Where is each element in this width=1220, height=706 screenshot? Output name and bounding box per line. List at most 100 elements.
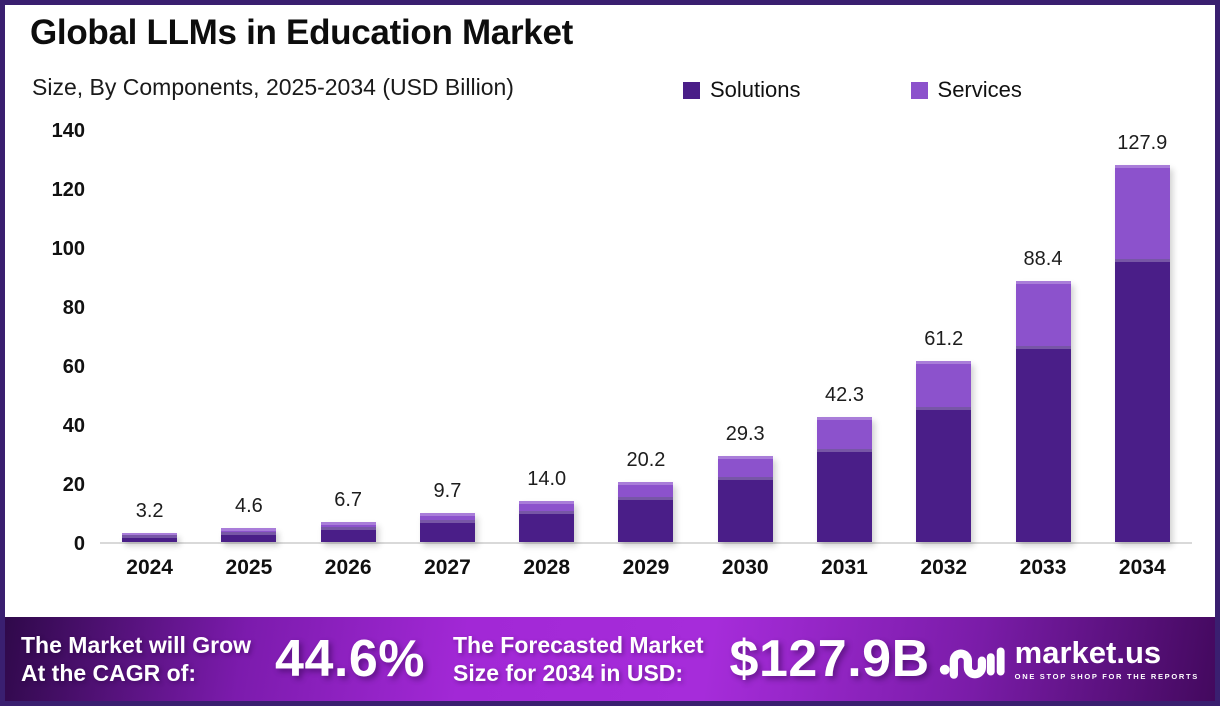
bar-value-label: 88.4	[1023, 248, 1063, 271]
x-axis-tick: 2034	[1118, 556, 1166, 579]
bar-value-label: 42.3	[825, 384, 864, 407]
bar-segment-services	[122, 532, 178, 535]
y-axis-tick: 100	[51, 238, 85, 260]
brand-tagline: ONE STOP SHOP FOR THE REPORTS	[1014, 671, 1199, 681]
bar-value-label: 6.7	[334, 489, 363, 512]
forecast-label-line2: Size for 2034 in USD:	[453, 660, 684, 686]
bar-stack-2029	[618, 482, 674, 542]
bar-segment-solutions	[1114, 259, 1170, 542]
bar-column-2028: 14.0	[497, 131, 596, 542]
x-axis-tick: 2032	[920, 556, 968, 579]
bar-segment-services	[618, 482, 674, 498]
legend-item-solutions: Solutions	[683, 77, 801, 103]
bar-segment-solutions	[320, 527, 376, 542]
bar-stack-2027	[419, 513, 475, 542]
bar-segment-services	[1114, 164, 1170, 260]
bar-segment-solutions	[618, 497, 674, 542]
x-axis-tick: 2026	[324, 556, 372, 579]
market-us-logo: market.us ONE STOP SHOP FOR THE REPORTS	[939, 632, 1199, 686]
x-axis-tick: 2030	[721, 556, 769, 579]
bar-value-label: 61.2	[924, 328, 964, 351]
plot-area: 3.2 4.6 6.7 9.7 14.0 20.2 29.3 42.3 61.2 88.4 127.…	[100, 131, 1192, 544]
bar-segment-solutions	[122, 534, 178, 542]
bar-column-2031: 42.3	[795, 131, 894, 542]
bar-stack-2031	[816, 417, 872, 542]
legend-label-services: Services	[937, 77, 1022, 102]
forecast-value: $127.9B	[729, 630, 930, 688]
bar-stack-2033	[1015, 281, 1071, 542]
y-axis-tick: 80	[62, 297, 85, 319]
bar-segment-services	[419, 513, 475, 521]
cagr-label-line1: The Market will Grow	[21, 631, 252, 658]
cagr-label: The Market will Grow At the CAGR of:	[21, 631, 251, 687]
bar-column-2026: 6.7	[299, 131, 398, 542]
y-axis: 0 20 40 60 80 100 120 140	[5, 120, 91, 555]
bar-segment-solutions	[419, 520, 475, 542]
bar-segment-services	[519, 500, 575, 512]
x-axis-tick: 2029	[622, 556, 670, 579]
bar-column-2033: 88.4	[993, 131, 1092, 542]
bar-segment-solutions	[816, 448, 872, 542]
x-axis-tick: 2031	[821, 556, 868, 579]
bar-segment-services	[1015, 281, 1071, 347]
bar-segment-services	[221, 528, 277, 532]
page-title: Global LLMs in Education Market	[30, 13, 573, 52]
cagr-value: 44.6%	[275, 630, 425, 688]
legend-item-services: Services	[910, 77, 1022, 103]
bar-segment-services	[816, 417, 872, 449]
legend-swatch-solutions-icon	[683, 81, 700, 99]
y-axis-tick: 40	[62, 415, 85, 437]
bar-column-2025: 4.6	[199, 131, 298, 542]
bar-value-label: 20.2	[626, 449, 666, 472]
bar-stack-2028	[519, 500, 575, 542]
bar-stack-2026	[320, 522, 376, 542]
bar-value-label: 14.0	[527, 467, 567, 490]
x-axis-tick: 2027	[424, 556, 471, 579]
bar-value-label: 9.7	[433, 480, 462, 503]
bar-value-label: 127.9	[1117, 131, 1168, 154]
bar-segment-solutions	[221, 531, 277, 542]
bar-segment-services	[916, 361, 972, 407]
y-axis-tick: 120	[51, 179, 85, 201]
bar-segment-services	[717, 455, 773, 478]
cagr-label-line2: At the CAGR of:	[21, 660, 197, 686]
x-axis-tick: 2028	[523, 556, 571, 579]
bar-column-2029: 20.2	[596, 131, 695, 542]
y-axis-tick: 0	[73, 533, 85, 555]
bar-stack-2032	[916, 361, 972, 542]
bar-column-2032: 61.2	[894, 131, 993, 542]
bar-stack-2030	[717, 455, 773, 542]
legend-swatch-services-icon	[910, 81, 928, 99]
x-axis: 2024 2025 2026 2027 2028 2029 2030 2031 2032 2033…	[100, 556, 1192, 592]
bar-column-2034: 127.9	[1093, 131, 1192, 542]
forecast-label: The Forecasted Market Size for 2034 in U…	[453, 631, 704, 687]
bar-segment-services	[320, 522, 376, 528]
market-us-logo-mark-icon	[939, 647, 1005, 679]
x-axis-tick: 2024	[126, 556, 173, 579]
bar-segment-solutions	[519, 511, 575, 542]
y-axis-tick: 20	[62, 474, 85, 496]
forecast-label-line1: The Forecasted Market	[453, 631, 704, 658]
bar-column-2027: 9.7	[398, 131, 497, 542]
footer-banner: The Market will Grow At the CAGR of: 44.…	[5, 617, 1215, 701]
brand-name: market.us	[1014, 635, 1162, 671]
bar-segment-solutions	[916, 406, 972, 542]
brand-text: market.us ONE STOP SHOP FOR THE REPORTS	[1015, 637, 1199, 681]
bar-stack-2034	[1114, 164, 1170, 542]
bar-value-label: 29.3	[725, 422, 765, 445]
bar-stack-2025	[221, 528, 277, 542]
chart-subtitle: Size, By Components, 2025-2034 (USD Bill…	[32, 74, 514, 100]
legend-label-solutions: Solutions	[710, 77, 801, 102]
x-axis-tick: 2025	[225, 556, 273, 579]
bar-segment-solutions	[1015, 346, 1071, 542]
y-axis-tick: 60	[62, 356, 85, 378]
chart-legend: Solutions Services	[683, 77, 1022, 103]
x-axis-tick: 2033	[1019, 556, 1067, 579]
bar-value-label: 4.6	[234, 495, 263, 518]
bar-column-2030: 29.3	[696, 131, 795, 542]
y-axis-tick: 140	[51, 120, 85, 142]
bar-stack-2024	[122, 532, 178, 542]
bar-column-2024: 3.2	[100, 131, 199, 542]
bar-segment-solutions	[717, 477, 773, 542]
